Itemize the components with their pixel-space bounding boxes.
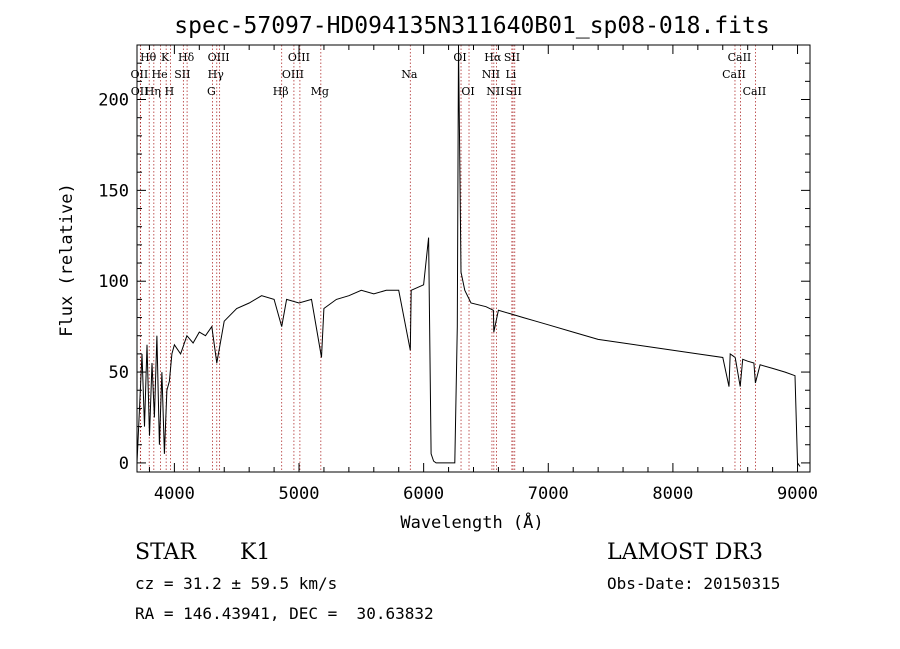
line-label-3: He (152, 68, 168, 81)
line-label-4: K (161, 51, 170, 64)
line-label-2: OII (131, 85, 149, 98)
line-label-11: G (207, 85, 216, 98)
line-label-26: CaII (722, 68, 746, 81)
line-label-25: CaII (728, 51, 752, 64)
line-label-18: OI (461, 85, 474, 98)
obs-date: Obs-Date: 20150315 (607, 574, 781, 593)
redshift-value: cz = 31.2 ± 59.5 km/s (135, 574, 338, 593)
line-label-15: Mg (311, 85, 329, 98)
line-label-7: SII (174, 68, 190, 81)
line-label-24: SII (506, 85, 522, 98)
line-label-23: NII (486, 85, 504, 98)
line-label-14: Hβ (273, 85, 289, 98)
line-label-0: Hθ (140, 51, 157, 64)
y-tick-label: 0 (119, 454, 129, 474)
line-label-12: OIII (288, 51, 310, 64)
chart-title: spec-57097-HD094135N311640B01_sp08-018.f… (174, 13, 769, 39)
y-axis: 0 50 100 150 200 (98, 62, 810, 474)
y-tick-label: 150 (98, 181, 129, 201)
y-axis-label: Flux (relative) (57, 183, 77, 337)
coordinates: RA = 146.43941, DEC = 30.63832 (135, 604, 434, 623)
line-label-9: OIII (208, 51, 230, 64)
x-tick-label: 7000 (528, 484, 569, 504)
line-label-13: OIII (282, 68, 304, 81)
line-label-22: Li (505, 68, 516, 81)
x-axis-label: Wavelength (Å) (400, 511, 543, 533)
line-label-5: Hη (145, 85, 161, 98)
y-tick-label: 200 (98, 91, 129, 111)
x-axis: 4000 5000 6000 7000 8000 9000 (148, 45, 818, 504)
line-label-8: Hδ (178, 51, 195, 64)
line-label-6: H (165, 85, 175, 98)
x-tick-label: 8000 (652, 484, 693, 504)
object-subclass: K1 (240, 540, 271, 565)
x-tick-label: 6000 (403, 484, 444, 504)
line-label-20: SII (504, 51, 520, 64)
line-label-1: OII (131, 68, 149, 81)
line-label-21: NII (482, 68, 500, 81)
spectrum-chart: spec-57097-HD094135N311640B01_sp08-018.f… (57, 13, 818, 533)
y-tick-label: 100 (98, 272, 129, 292)
y-tick-label: 50 (109, 363, 129, 383)
x-tick-label: 5000 (279, 484, 320, 504)
line-label-16: Na (401, 68, 418, 81)
spectrum-line (136, 44, 801, 467)
line-label-27: CaII (743, 85, 767, 98)
x-tick-label: 4000 (154, 484, 195, 504)
object-class: STAR (135, 540, 196, 565)
line-label-19: Hα (484, 51, 502, 64)
line-label-10: Hγ (208, 68, 225, 81)
survey-name: LAMOST DR3 (607, 540, 763, 565)
line-label-17: OI (453, 51, 466, 64)
line-markers (139, 45, 756, 472)
x-tick-label: 9000 (777, 484, 818, 504)
plot-frame (136, 44, 811, 473)
